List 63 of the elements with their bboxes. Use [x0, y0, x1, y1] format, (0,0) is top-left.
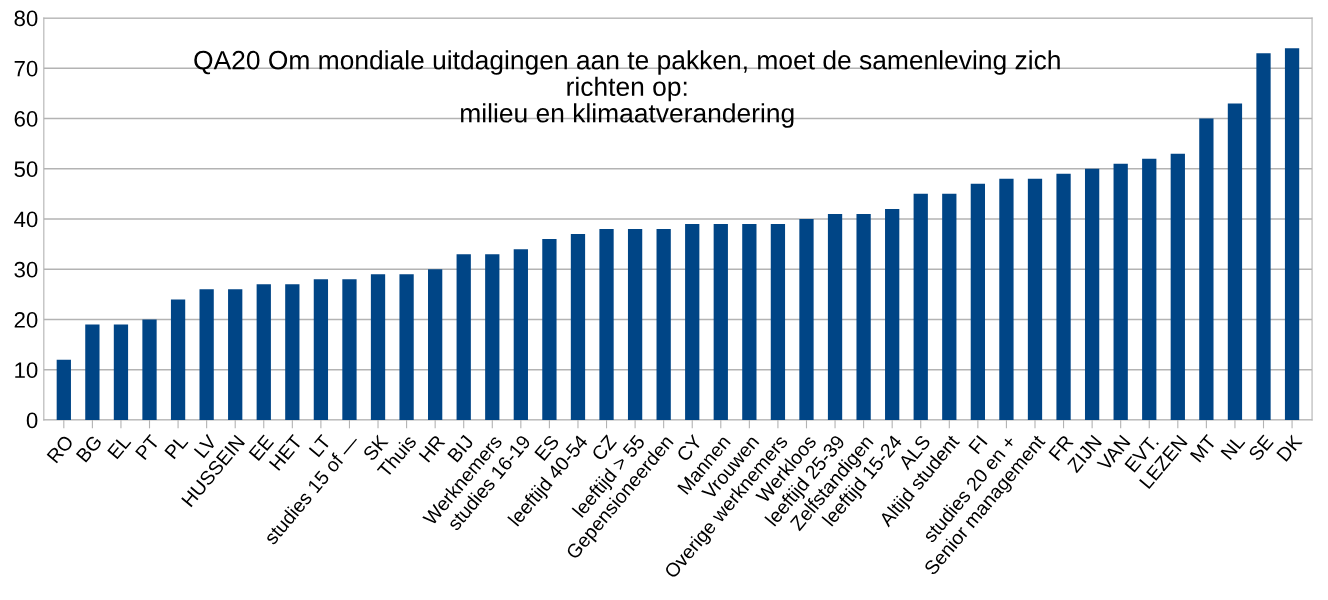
y-tick-label: 40 — [14, 211, 38, 228]
bar — [513, 249, 528, 420]
bar — [970, 183, 986, 420]
bar — [827, 213, 843, 420]
bar — [370, 274, 386, 420]
bar — [656, 229, 671, 420]
bar — [1170, 153, 1185, 420]
y-tick-label: 80 — [14, 10, 38, 27]
bar — [142, 319, 157, 420]
x-tick-label: EL — [107, 434, 132, 460]
bar — [285, 284, 300, 420]
bar — [170, 299, 186, 420]
bar — [570, 234, 586, 420]
bar — [799, 219, 814, 420]
bar — [199, 289, 214, 420]
x-tick-label: RO — [46, 434, 75, 464]
y-tick-label: 0 — [26, 412, 38, 429]
bar — [1256, 53, 1271, 420]
x-tick-label: PT — [135, 433, 161, 461]
y-tick-label: 50 — [14, 161, 38, 178]
bar — [485, 254, 500, 420]
bar — [456, 254, 471, 420]
x-tick-label: DK — [1276, 433, 1303, 462]
bar — [313, 279, 329, 420]
bar — [742, 224, 757, 420]
bar — [56, 359, 71, 420]
bar — [1227, 103, 1243, 420]
bar — [942, 193, 957, 420]
bar — [85, 324, 100, 420]
y-tick-label: 30 — [14, 261, 38, 278]
bar — [685, 224, 700, 420]
bar — [599, 229, 614, 420]
bar — [428, 269, 443, 420]
x-tick-label: LT — [308, 433, 332, 458]
bar — [770, 224, 786, 420]
bar — [228, 289, 243, 420]
bar — [1084, 168, 1100, 420]
bar — [256, 284, 271, 420]
bar — [542, 239, 557, 420]
bar — [1142, 158, 1157, 420]
bar — [342, 279, 357, 420]
bar — [1027, 178, 1043, 420]
x-tick-label: MT — [1189, 433, 1217, 463]
y-tick-label: 60 — [14, 111, 38, 127]
bar — [1284, 48, 1300, 420]
bar — [399, 274, 414, 420]
bar — [885, 208, 900, 420]
bar — [113, 324, 129, 420]
bar — [1056, 173, 1071, 420]
bar — [856, 213, 871, 420]
y-tick-label: 10 — [15, 362, 38, 379]
bar — [999, 178, 1014, 420]
bar — [713, 224, 728, 420]
y-tick-label: 20 — [14, 312, 38, 328]
bar — [627, 229, 643, 420]
x-tick-label: NL — [1220, 434, 1246, 461]
x-tick-label: SE — [1247, 434, 1274, 462]
bar — [913, 193, 928, 420]
x-tick-label: BG — [75, 434, 103, 463]
bar — [1199, 118, 1214, 420]
y-tick-label: 70 — [14, 60, 38, 77]
text: QA20 Om mondiale uitdagingen aan te pakken, moet de samenleving zich richten op: milieu en klimaatverandering — [194, 50, 1060, 128]
bar — [1113, 163, 1128, 420]
